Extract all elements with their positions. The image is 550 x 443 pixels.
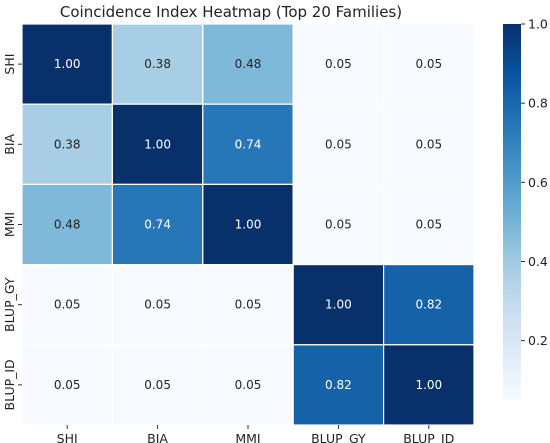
cell-value-label: 0.05: [415, 57, 442, 71]
heatmap-cell: [21, 23, 114, 105]
heatmap-cells: 1.00 0.38 0.48 0.05 0.05 0.38 1.00 0.74 0.05 0.05…: [21, 23, 475, 426]
heatmap-cell: [21, 344, 114, 426]
heatmap-cell: [202, 264, 294, 346]
colorbar-tick-label: 0.6: [528, 175, 548, 190]
x-tick-label: SHI: [57, 431, 78, 443]
colorbar-tick-label: 0.4: [528, 254, 548, 269]
colorbar-tick-label: 0.8: [528, 96, 548, 111]
heatmap-cell: [383, 264, 475, 346]
heatmap-cell: [202, 344, 294, 426]
heatmap-cell: [292, 183, 385, 266]
cell-value-label: 0.38: [144, 57, 171, 71]
y-tick-label: SHI: [2, 54, 17, 75]
x-tick-label: BLUP_GY: [311, 431, 366, 443]
colorbar-tick-label: 0.2: [528, 333, 548, 348]
colorbar: 0.2 0.4 0.6 0.8 1.0: [503, 17, 548, 400]
cell-value-label: 0.48: [54, 218, 81, 232]
y-tick-label: BIA: [2, 133, 17, 154]
heatmap-cell: [111, 264, 204, 346]
colorbar-gradient: [503, 24, 521, 400]
heatmap-cell: [383, 183, 475, 266]
cell-value-label: 0.05: [415, 218, 442, 232]
y-axis: SHI BIA MMI BLUP_GY BLUP_ID: [2, 54, 22, 410]
cell-value-label: 1.00: [54, 57, 81, 71]
y-tick-label: BLUP_ID: [2, 359, 17, 410]
heatmap-cell: [383, 344, 475, 426]
y-tick-label: BLUP_GY: [2, 277, 17, 332]
x-tick-label: MMI: [235, 431, 260, 443]
cell-value-label: 0.48: [235, 57, 262, 71]
cell-value-label: 1.00: [325, 298, 352, 312]
cell-value-label: 0.74: [144, 218, 171, 232]
cell-value-label: 0.05: [144, 298, 171, 312]
cell-value-label: 0.82: [325, 378, 352, 392]
heatmap-cell: [202, 23, 294, 105]
heatmap-cell: [202, 103, 294, 185]
heatmap-cell: [21, 103, 114, 185]
cell-value-label: 0.05: [325, 218, 352, 232]
cell-value-label: 1.00: [415, 378, 442, 392]
cell-value-label: 0.05: [325, 57, 352, 71]
heatmap-cell: [111, 23, 204, 105]
x-axis: SHI BIA MMI BLUP_GY BLUP_ID: [57, 425, 454, 443]
y-tick-label: MMI: [2, 212, 17, 237]
cell-value-label: 0.05: [144, 378, 171, 392]
cell-value-label: 0.05: [235, 378, 262, 392]
colorbar-ticks: 0.2 0.4 0.6 0.8 1.0: [521, 17, 548, 348]
heatmap-cell: [111, 183, 204, 266]
heatmap-cell: [292, 264, 385, 346]
cell-value-label: 1.00: [144, 137, 171, 151]
heatmap-cell: [111, 344, 204, 426]
cell-value-label: 0.05: [415, 137, 442, 151]
heatmap-cell: [292, 23, 385, 105]
cell-value-label: 0.74: [235, 137, 262, 151]
chart-title: Coincidence Index Heatmap (Top 20 Famili…: [60, 3, 402, 21]
cell-value-label: 0.05: [235, 298, 262, 312]
colorbar-tick-label: 1.0: [528, 17, 548, 32]
cell-value-label: 1.00: [235, 218, 262, 232]
cell-value-label: 0.05: [325, 137, 352, 151]
cell-value-label: 0.82: [415, 298, 442, 312]
cell-value-label: 0.38: [54, 137, 81, 151]
x-tick-label: BLUP_ID: [403, 431, 454, 443]
cell-value-label: 0.05: [54, 298, 81, 312]
cell-value-label: 0.05: [54, 378, 81, 392]
heatmap-cell: [383, 103, 475, 185]
x-tick-label: BIA: [147, 431, 168, 443]
